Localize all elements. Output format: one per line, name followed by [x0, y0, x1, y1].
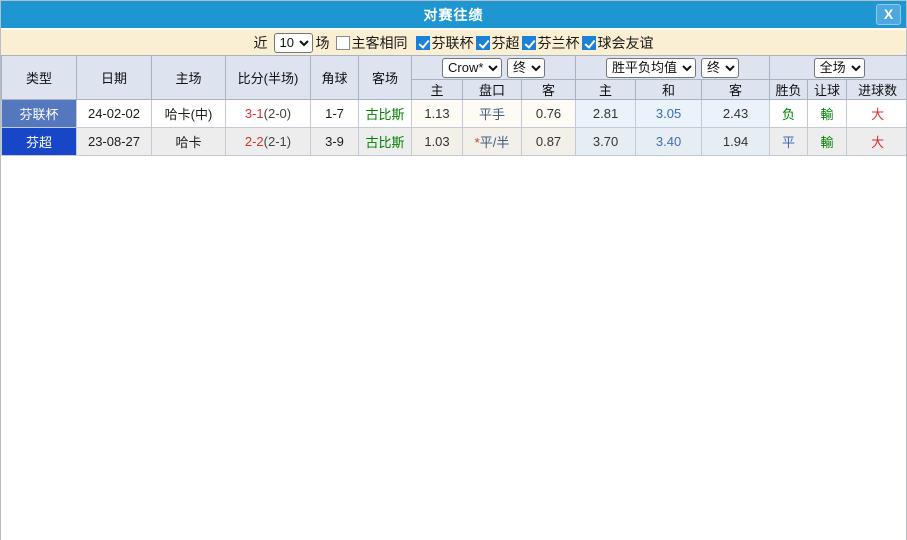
head-to-head-table: 类型 日期 主场 比分(半场) 角球 客场 Crow* 终 胜平负均值 终	[1, 55, 906, 156]
league-label: 芬联杯	[431, 34, 474, 51]
home-team-cell: 哈卡(中)	[151, 99, 226, 128]
league-type-cell: 芬联杯	[1, 99, 77, 128]
col-header-away: 客场	[358, 55, 412, 100]
away-team-cell: 古比斯	[358, 99, 412, 128]
league-filter-finnish-cup: 芬兰杯	[521, 33, 580, 53]
league-label: 芬超	[491, 34, 520, 51]
league-type-cell: 芬超	[1, 127, 77, 156]
col-header-result: 胜负	[769, 79, 809, 100]
asian-odds-select-group: Crow* 终	[410, 55, 577, 80]
euro-draw-odds-cell: 3.40	[635, 127, 703, 156]
table-row: 芬超 23-08-27 哈卡 2-2(2-1) 3-9 古比斯 1.03 *平/…	[1, 127, 906, 156]
league-checkbox-veikkausliiga[interactable]	[475, 35, 490, 50]
result-cell: 平	[769, 127, 809, 156]
title-bar: 对赛往绩 X	[1, 1, 906, 28]
col-header-handicap-result: 让球	[807, 79, 848, 100]
asian-away-odds-cell: 0.76	[520, 99, 577, 128]
corners-cell: 3-9	[310, 127, 359, 156]
col-header-euro-away: 客	[701, 79, 771, 100]
bookmaker-select[interactable]: Crow*	[442, 57, 503, 78]
col-header-date: 日期	[76, 55, 152, 100]
col-header-corner: 角球	[310, 55, 359, 100]
same-venue-checkbox[interactable]	[335, 35, 350, 50]
league-filter-club-friendly: 球会友谊	[581, 33, 654, 53]
close-button[interactable]: X	[876, 4, 901, 25]
away-team-cell: 古比斯	[358, 127, 412, 156]
date-cell: 23-08-27	[76, 127, 152, 156]
same-venue-label: 主客相同	[351, 34, 408, 51]
col-header-euro-home: 主	[575, 79, 637, 100]
handicap-result-cell: 輸	[807, 127, 848, 156]
handicap-star: *	[474, 135, 480, 150]
handicap-cell: *平/半	[462, 127, 522, 156]
league-filter-finnish-league-cup: 芬联杯	[415, 33, 474, 53]
matches-label: 场	[315, 34, 330, 51]
col-header-goals: 进球数	[846, 79, 906, 100]
handicap-cell: 平手	[462, 99, 522, 128]
col-header-asian-away: 客	[520, 79, 577, 100]
league-checkbox-finnish-league-cup[interactable]	[415, 35, 430, 50]
score-cell: 3-1(2-0)	[225, 99, 311, 128]
euro-time-select[interactable]: 终	[701, 57, 740, 78]
col-header-home: 主场	[151, 55, 226, 100]
fulltime-score: 2-2	[244, 134, 264, 149]
close-icon: X	[883, 6, 894, 22]
result-cell: 负	[769, 99, 809, 128]
asian-home-odds-cell: 1.03	[411, 127, 463, 156]
handicap-line: 平/半	[479, 135, 510, 150]
score-cell: 2-2(2-1)	[225, 127, 311, 156]
recent-label: 近	[253, 34, 268, 51]
league-checkbox-club-friendly[interactable]	[581, 35, 596, 50]
euro-source-select[interactable]: 胜平负均值	[606, 57, 697, 78]
league-filter-veikkausliiga: 芬超	[475, 33, 520, 53]
league-label: 芬兰杯	[537, 34, 580, 51]
col-header-asian-home: 主	[411, 79, 463, 100]
euro-away-odds-cell: 1.94	[701, 127, 771, 156]
filter-bar: 近 10 场 主客相同 芬联杯 芬超 芬兰杯 球会友谊	[1, 28, 906, 55]
euro-home-odds-cell: 3.70	[575, 127, 637, 156]
scope-select-group: 全场	[769, 55, 906, 80]
halftime-score: (2-1)	[263, 134, 292, 149]
asian-away-odds-cell: 0.87	[520, 127, 577, 156]
page-title: 对赛往绩	[423, 6, 484, 23]
col-header-handicap: 盘口	[462, 79, 522, 100]
goals-cell: 大	[846, 99, 906, 128]
home-team-cell: 哈卡	[151, 127, 226, 156]
halftime-score: (2-0)	[263, 106, 292, 121]
handicap-result-cell: 輸	[807, 99, 848, 128]
recent-count-select[interactable]: 10	[273, 32, 313, 53]
handicap-line: 平手	[478, 107, 505, 122]
fulltime-score: 3-1	[244, 106, 264, 121]
euro-away-odds-cell: 2.43	[701, 99, 771, 128]
col-header-score: 比分(半场)	[225, 55, 311, 100]
asian-home-odds-cell: 1.13	[411, 99, 463, 128]
corners-cell: 1-7	[310, 99, 359, 128]
col-header-euro-draw: 和	[635, 79, 703, 100]
date-cell: 24-02-02	[76, 99, 152, 128]
scope-select[interactable]: 全场	[813, 57, 865, 78]
goals-cell: 大	[846, 127, 906, 156]
euro-home-odds-cell: 2.81	[575, 99, 637, 128]
col-header-type: 类型	[1, 55, 77, 100]
league-label: 球会友谊	[597, 34, 654, 51]
euro-odds-select-group: 胜平负均值 终	[575, 55, 771, 80]
league-checkbox-finnish-cup[interactable]	[521, 35, 536, 50]
table-row: 芬联杯 24-02-02 哈卡(中) 3-1(2-0) 1-7 古比斯 1.13…	[1, 99, 906, 128]
euro-draw-odds-cell: 3.05	[635, 99, 703, 128]
bookmaker-time-select[interactable]: 终	[507, 57, 546, 78]
